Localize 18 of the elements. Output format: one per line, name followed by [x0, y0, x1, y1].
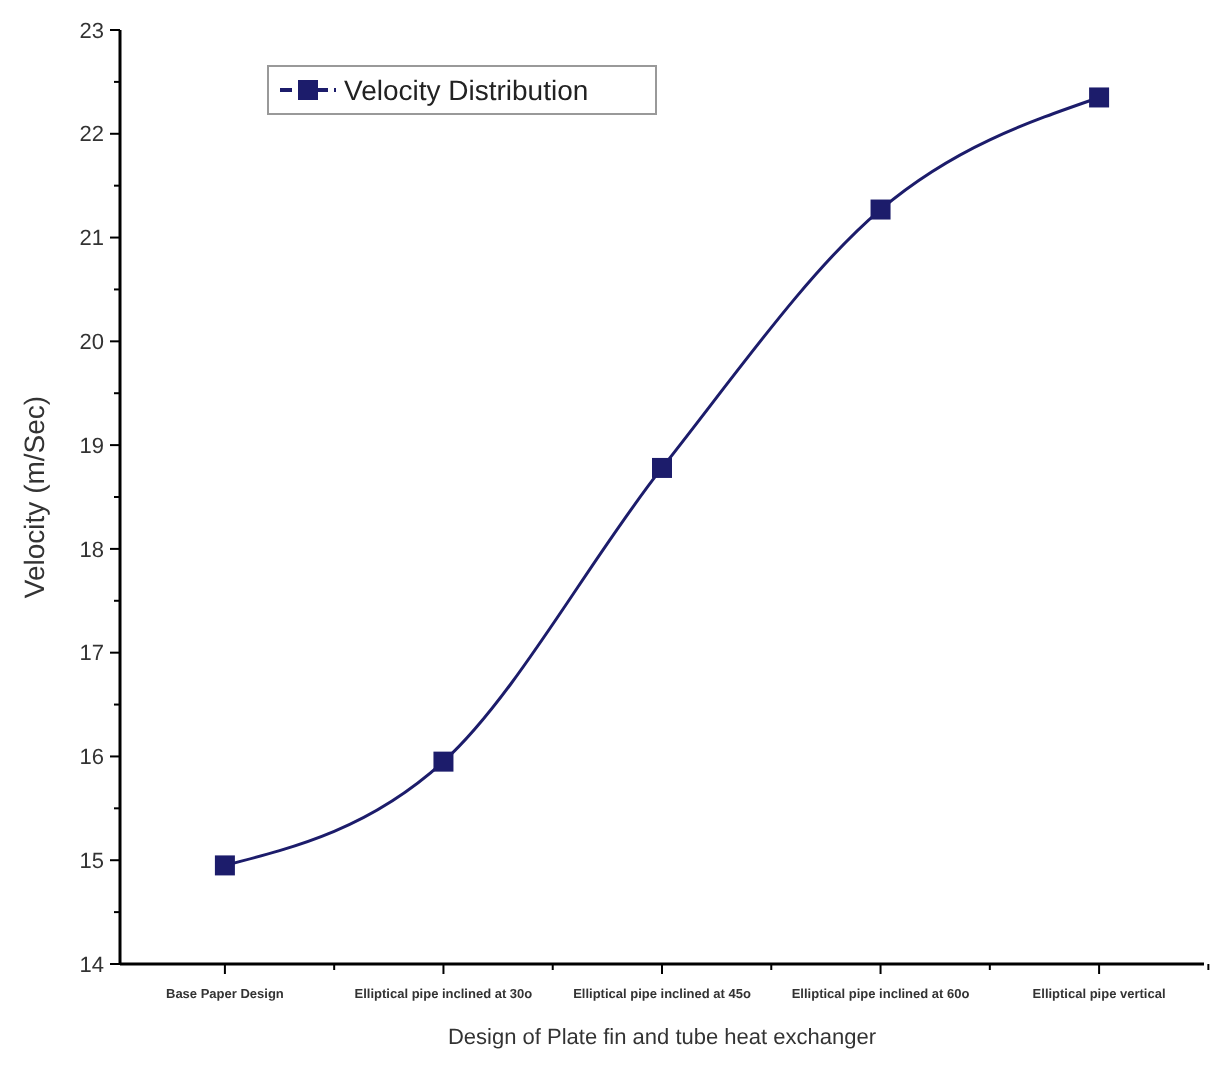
y-axis-title: Velocity (m/Sec) [18, 395, 50, 599]
point [652, 457, 672, 478]
point [1089, 87, 1110, 108]
y-tick-label: 23 [79, 19, 104, 44]
y-tick-label: 15 [79, 849, 104, 874]
legend-label: Velocity Distribution [344, 73, 589, 106]
point [870, 199, 891, 220]
y-tick-label: 14 [79, 953, 104, 978]
y-tick-label: 16 [79, 746, 104, 771]
point [214, 855, 235, 876]
y-tick-label: 17 [79, 642, 104, 667]
x-axis-title: Design of Plate fin and tube heat exchanger [447, 1026, 877, 1050]
y-tick-label: 21 [79, 227, 104, 252]
point [433, 751, 454, 772]
y-tick-label: 22 [79, 123, 104, 148]
y-tick-label: 19 [79, 434, 104, 459]
y-tick-label: 20 [79, 331, 104, 356]
y-tick-label: 18 [79, 538, 104, 563]
